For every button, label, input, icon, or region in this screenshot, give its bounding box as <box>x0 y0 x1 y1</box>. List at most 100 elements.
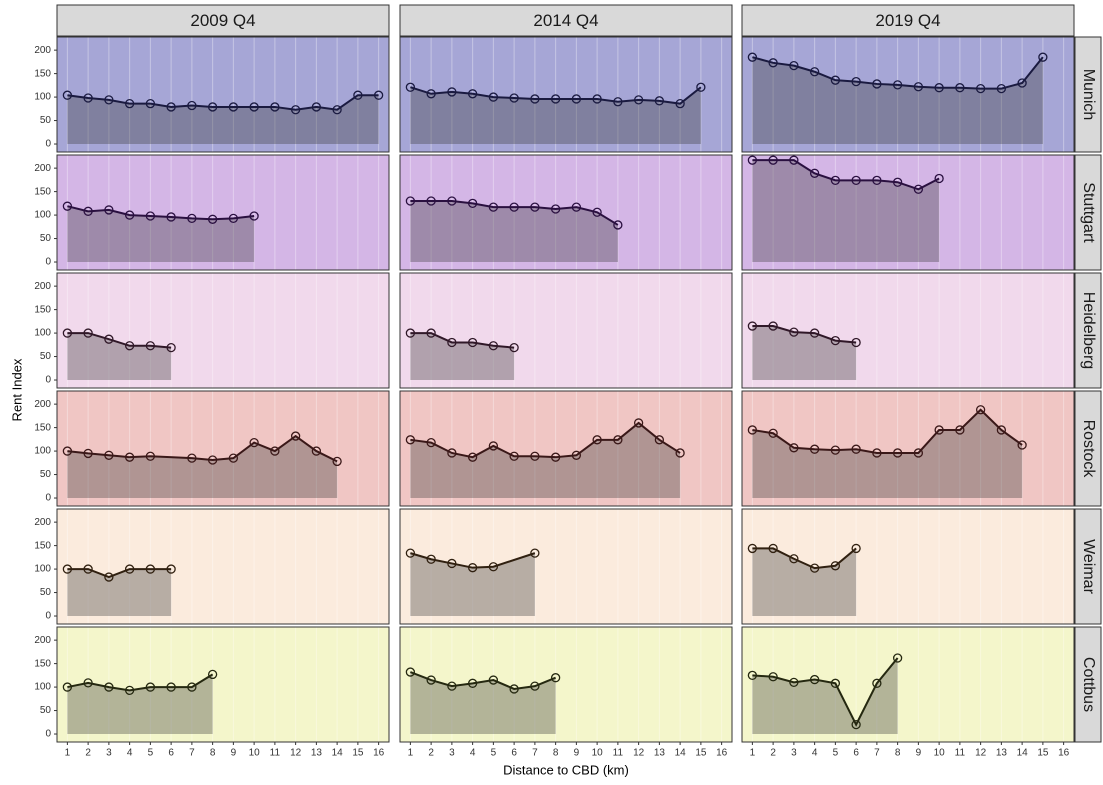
x-tick-label: 2 <box>770 748 776 759</box>
y-tick-label: 50 <box>40 115 52 126</box>
x-tick-label: 10 <box>934 748 946 759</box>
point <box>530 94 540 104</box>
panel-background <box>742 509 1074 624</box>
x-tick-label: 15 <box>695 748 707 759</box>
point <box>830 175 841 185</box>
point <box>467 678 478 688</box>
panel-border <box>741 626 1075 743</box>
y-tick-label: 0 <box>45 493 51 504</box>
y-tick-label: 0 <box>45 729 51 740</box>
point <box>747 670 758 680</box>
point <box>851 76 861 87</box>
row-label: Rostock <box>1080 420 1097 479</box>
area <box>410 553 535 617</box>
panel-border <box>399 272 733 389</box>
point <box>872 79 882 89</box>
panel-border <box>56 272 390 389</box>
y-tick-label: 150 <box>34 186 51 197</box>
point <box>851 719 861 730</box>
point <box>789 60 799 71</box>
point <box>488 92 499 102</box>
point <box>166 682 176 692</box>
point <box>166 342 176 353</box>
point <box>145 451 156 461</box>
line <box>410 200 619 226</box>
point <box>696 82 706 92</box>
line <box>410 86 702 105</box>
point <box>975 83 986 94</box>
y-tick-label: 100 <box>34 446 51 457</box>
point <box>83 93 93 103</box>
point <box>747 321 758 331</box>
point <box>955 425 965 435</box>
x-tick-label: 7 <box>189 748 195 759</box>
row-strip <box>1074 508 1102 625</box>
point <box>1038 52 1048 62</box>
area <box>67 206 255 263</box>
y-tick-label: 0 <box>45 139 51 150</box>
point <box>1017 440 1027 450</box>
point <box>228 453 239 463</box>
panel-background <box>57 273 389 388</box>
x-tick-label: 11 <box>613 748 624 759</box>
point <box>145 211 156 221</box>
panel-background <box>400 391 732 506</box>
y-tick-label: 0 <box>45 611 51 622</box>
point <box>509 684 519 694</box>
y-tick-label: 150 <box>34 422 51 433</box>
x-tick-label: 3 <box>106 748 112 759</box>
point <box>1017 78 1027 88</box>
point <box>675 99 685 109</box>
point <box>571 94 582 104</box>
y-axis-title: Rent Index <box>9 358 24 421</box>
point <box>405 548 416 558</box>
panel-background <box>57 391 389 506</box>
area <box>410 333 515 381</box>
column-label: 2009 Q4 <box>190 11 255 30</box>
panel-border <box>399 390 733 507</box>
panel-border <box>56 36 390 153</box>
point <box>913 82 924 92</box>
y-tick-label: 200 <box>34 45 51 56</box>
point <box>426 554 436 564</box>
y-tick-label: 50 <box>40 705 52 716</box>
panel-border <box>56 626 390 743</box>
point <box>488 441 499 451</box>
point <box>550 204 561 214</box>
point <box>809 444 820 454</box>
point <box>550 673 561 683</box>
x-tick-label: 6 <box>511 748 517 759</box>
point <box>509 202 519 212</box>
panel-background <box>57 509 389 624</box>
point <box>426 196 436 206</box>
x-tick-label: 2 <box>428 748 434 759</box>
point <box>187 213 197 224</box>
point <box>467 337 478 348</box>
x-tick-label: 7 <box>532 748 538 759</box>
point <box>166 212 176 222</box>
point <box>530 202 540 212</box>
point <box>768 321 778 331</box>
point <box>447 558 457 569</box>
y-tick-label: 200 <box>34 281 51 292</box>
panel-border <box>741 36 1075 153</box>
point <box>571 450 582 460</box>
panel-border <box>56 154 390 271</box>
point <box>851 175 861 185</box>
panel-background <box>742 155 1074 270</box>
point <box>83 328 93 338</box>
x-tick-label: 15 <box>352 748 364 759</box>
panel-border <box>741 272 1075 389</box>
point <box>654 435 665 445</box>
point <box>447 196 457 206</box>
x-tick-label: 3 <box>449 748 455 759</box>
point <box>145 341 156 351</box>
area <box>67 95 379 145</box>
point <box>467 198 478 208</box>
point <box>872 448 882 458</box>
point <box>789 327 799 337</box>
point <box>124 210 135 220</box>
point <box>509 342 519 353</box>
x-tick-label: 14 <box>1017 748 1029 759</box>
x-tick-label: 14 <box>675 748 687 759</box>
